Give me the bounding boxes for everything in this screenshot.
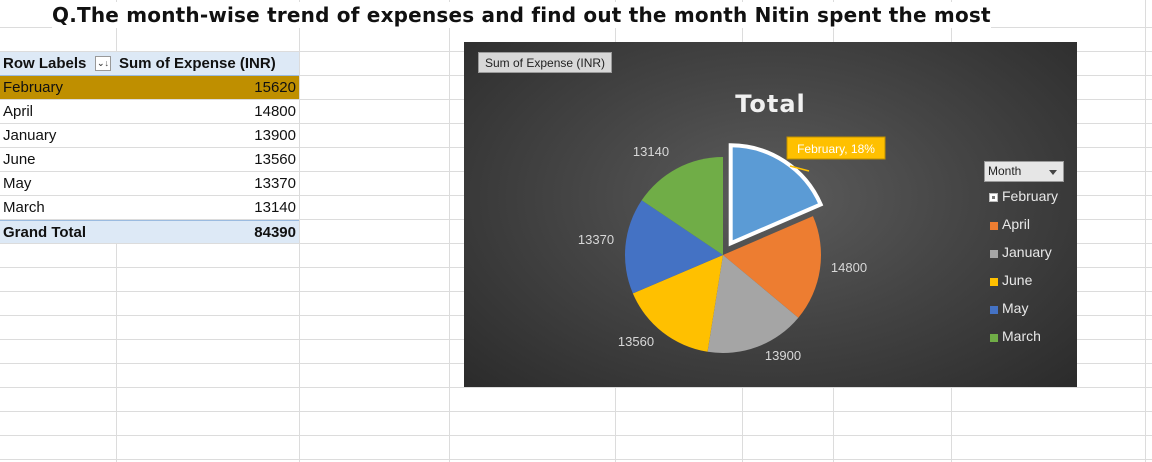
legend-label: February — [1002, 188, 1059, 204]
column-gridline — [449, 0, 450, 462]
data-label-march[interactable]: 13140 — [633, 144, 669, 159]
pivot-row[interactable]: January 13900 — [0, 124, 299, 148]
data-label-may[interactable]: 13370 — [578, 232, 614, 247]
row-value: 13900 — [254, 127, 296, 144]
pie-slice-june[interactable] — [632, 255, 723, 352]
pie-chart[interactable]: Sum of Expense (INR) Total 14800 13900 135… — [464, 42, 1077, 387]
pivot-row[interactable]: June 13560 — [0, 148, 299, 172]
data-label-june[interactable]: 13560 — [618, 334, 654, 349]
pivot-table: Row Labels ⌄↓ Sum of Expense (INR) Febru… — [0, 52, 299, 244]
grand-total-value: 84390 — [254, 224, 296, 241]
data-label-april[interactable]: 14800 — [831, 260, 867, 275]
month-legend-dropdown[interactable]: Month — [984, 161, 1064, 182]
legend-swatch — [990, 250, 998, 258]
legend-swatch — [990, 334, 998, 342]
callout-label-february[interactable]: February, 18% — [786, 136, 886, 172]
row-label: May — [3, 175, 32, 192]
sheet-title: Q.The month-wise trend of expenses and f… — [52, 2, 991, 28]
row-label: April — [3, 103, 34, 120]
legend-label: May — [1002, 300, 1029, 316]
column-gridline — [299, 0, 300, 462]
legend-swatch — [990, 306, 998, 314]
chart-title[interactable]: Total — [735, 90, 806, 118]
value-field-button[interactable]: Sum of Expense (INR) — [478, 52, 613, 73]
sum-expense-header[interactable]: Sum of Expense (INR) — [119, 55, 276, 72]
row-label: March — [3, 199, 45, 216]
row-label: January — [3, 127, 57, 144]
legend-swatch — [989, 193, 998, 202]
row-value: 13370 — [254, 175, 296, 192]
row-value: 13140 — [254, 199, 296, 216]
legend-label: April — [1002, 216, 1031, 232]
row-labels-filter-button[interactable]: ⌄↓ — [95, 56, 111, 71]
pivot-row[interactable]: March 13140 — [0, 196, 299, 220]
pie-slice-january[interactable] — [707, 255, 799, 353]
pivot-row[interactable]: May 13370 — [0, 172, 299, 196]
row-value: 13560 — [254, 151, 296, 168]
row-labels-header[interactable]: Row Labels — [3, 55, 87, 72]
row-label: February — [3, 79, 64, 96]
svg-text:February, 18%: February, 18% — [797, 142, 875, 156]
pivot-row[interactable]: April 14800 — [0, 100, 299, 124]
column-gridline — [1145, 0, 1146, 462]
legend-swatch — [990, 278, 998, 286]
legend-label: January — [1002, 244, 1052, 260]
pivot-header-row: Row Labels ⌄↓ Sum of Expense (INR) — [0, 52, 299, 76]
data-label-january[interactable]: 13900 — [765, 348, 801, 363]
chevron-down-icon — [1049, 170, 1057, 175]
pivot-row[interactable]: February 15620 — [0, 76, 299, 100]
pie-slice-may[interactable] — [625, 200, 723, 294]
row-label: June — [3, 151, 36, 168]
pie-plot-area[interactable]: 14800 13900 13560 13370 13140 February, 18% — [464, 42, 1077, 387]
row-value: 15620 — [254, 79, 296, 96]
pie-slice-march[interactable] — [641, 157, 723, 255]
legend-label: March — [1002, 328, 1041, 344]
grand-total-label: Grand Total — [3, 224, 87, 241]
legend-swatch — [990, 222, 998, 230]
grand-total-row[interactable]: Grand Total 84390 — [0, 220, 299, 244]
pie-slice-april[interactable] — [723, 216, 821, 318]
pie-slice-february[interactable] — [728, 143, 824, 247]
row-value: 14800 — [254, 103, 296, 120]
legend-label: June — [1002, 272, 1033, 288]
legend-dropdown-label: Month — [988, 164, 1022, 178]
